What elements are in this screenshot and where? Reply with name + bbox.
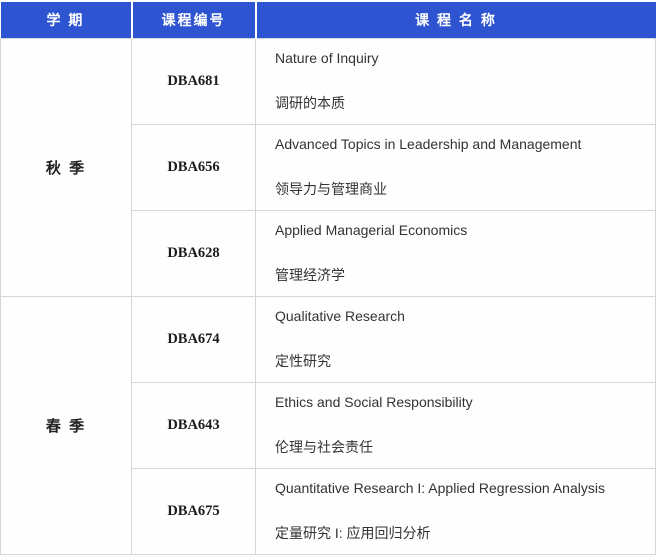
course-code: DBA681: [131, 38, 256, 125]
course-name-cell: Quantitative Research I: Applied Regress…: [255, 468, 656, 555]
table-row: DBA628 Applied Managerial Economics 管理经济…: [1, 210, 656, 297]
course-name-en: Ethics and Social Responsibility: [275, 394, 473, 410]
course-name-zh: 定量研究 I: 应用回归分析: [275, 525, 431, 541]
course-name-cell: Ethics and Social Responsibility 伦理与社会责任: [255, 382, 656, 469]
course-code: DBA656: [131, 124, 256, 211]
semester-cell-fall: 秋 季: [0, 38, 132, 297]
table-row: DBA675 Quantitative Research I: Applied …: [1, 468, 656, 555]
course-name-cell: Applied Managerial Economics 管理经济学: [255, 210, 656, 297]
header-row: 学 期 课程编号 课 程 名 称: [0, 2, 656, 39]
course-name-en: Advanced Topics in Leadership and Manage…: [275, 136, 582, 152]
table-row: DBA656 Advanced Topics in Leadership and…: [1, 124, 656, 211]
course-name-cell: Qualitative Research 定性研究: [255, 296, 656, 383]
course-name-cell: Nature of Inquiry 调研的本质: [255, 38, 656, 125]
table-header: 学 期 课程编号 课 程 名 称: [0, 2, 656, 39]
course-name-zh: 领导力与管理商业: [275, 181, 387, 197]
course-code: DBA643: [131, 382, 256, 469]
table-row: 春 季 DBA674 Qualitative Research 定性研究: [0, 296, 656, 555]
course-name-en: Qualitative Research: [275, 308, 405, 324]
header-semester: 学 期: [0, 2, 132, 39]
course-name-cell: Advanced Topics in Leadership and Manage…: [255, 124, 656, 211]
course-name-zh: 管理经济学: [275, 267, 345, 283]
course-code: DBA675: [131, 468, 256, 555]
semester-cell-spring: 春 季: [0, 296, 132, 555]
course-name-zh: 定性研究: [275, 353, 331, 369]
header-course-code: 课程编号: [130, 2, 256, 39]
course-name-en: Quantitative Research I: Applied Regress…: [275, 480, 605, 496]
course-name-zh: 调研的本质: [275, 95, 345, 111]
header-course-name: 课 程 名 称: [254, 2, 656, 39]
course-name-zh: 伦理与社会责任: [275, 439, 373, 455]
table-row: DBA643 Ethics and Social Responsibility …: [1, 382, 656, 469]
course-code: DBA628: [131, 210, 256, 297]
course-code: DBA674: [131, 296, 256, 383]
course-name-en: Applied Managerial Economics: [275, 222, 468, 238]
course-name-en: Nature of Inquiry: [275, 50, 379, 66]
table-row: 秋 季 DBA681 Nature of Inquiry 调研的本质: [0, 38, 656, 297]
